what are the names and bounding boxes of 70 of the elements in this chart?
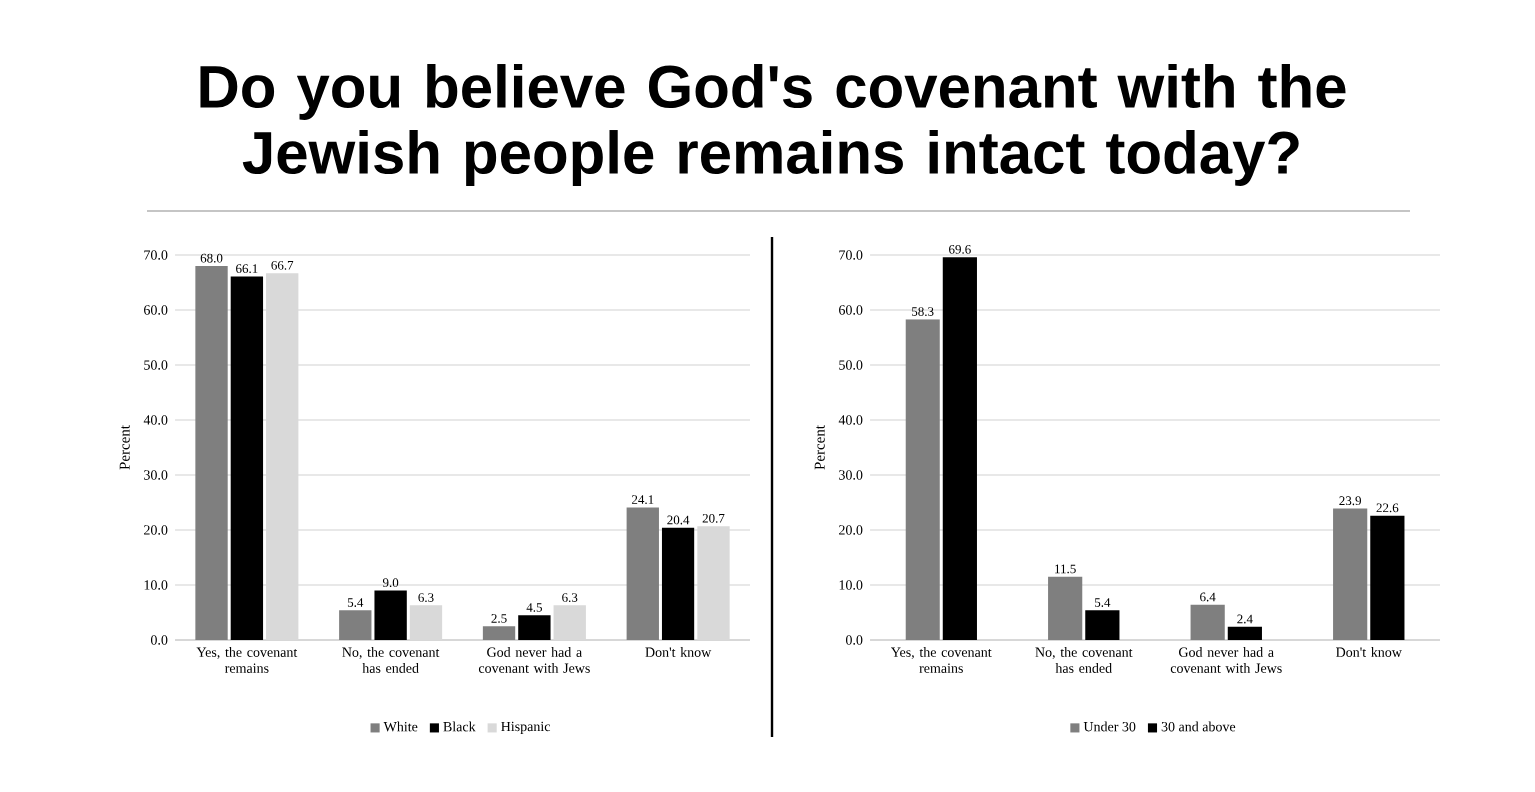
bar [626, 507, 659, 640]
bar [230, 276, 264, 640]
data-label: 24.1 [631, 495, 654, 505]
bar [661, 527, 695, 640]
y-tick-label: 20.0 [144, 525, 168, 535]
y-tick-label: 60.0 [144, 305, 168, 315]
y-tick-label: 10.0 [144, 580, 168, 590]
bar [553, 605, 586, 640]
y-tick-label: 40.0 [143, 415, 168, 425]
x-tick-label: God never had a covenant with Jews [1170, 647, 1282, 673]
y-tick-label: 30.0 [839, 470, 863, 480]
x-tick-label: No, the covenant has ended [1035, 647, 1133, 673]
data-label: 2.4 [1237, 614, 1253, 624]
x-tick-label: Don't know [645, 647, 712, 657]
y-tick-label: 20.0 [839, 525, 863, 535]
bar [1190, 604, 1225, 640]
y-tick-label: 40.0 [838, 415, 863, 425]
chart-title: Do you believe God's covenant with the Jewish people remains intact today? [200, 64, 1346, 186]
data-label: 58.3 [912, 307, 934, 316]
legend-label: Black [443, 721, 476, 732]
y-tick-label: 0.0 [150, 635, 168, 645]
bar [1370, 515, 1405, 640]
bar [374, 590, 407, 640]
data-label: 6.3 [562, 593, 578, 602]
bar [518, 615, 551, 640]
data-label: 11.5 [1055, 564, 1076, 574]
x-tick-label: Yes, the covenant remains [196, 647, 298, 673]
bar [339, 610, 372, 640]
legend-label: White [383, 721, 418, 732]
y-axis-title: Percent [814, 425, 825, 470]
bar [409, 605, 443, 640]
data-label: 23.9 [1339, 496, 1361, 506]
data-label: 22.6 [1376, 503, 1399, 513]
x-tick-label: God never had a covenant with Jews [478, 647, 590, 673]
data-label: 66.1 [236, 264, 258, 274]
data-label: 6.4 [1200, 592, 1216, 602]
bar [942, 257, 977, 640]
y-tick-label: 50.0 [839, 360, 863, 370]
x-tick-label: Yes, the covenant remains [891, 647, 992, 673]
data-label: 5.4 [1094, 598, 1111, 607]
data-label: 2.5 [491, 614, 507, 623]
bar [1085, 610, 1120, 640]
legend-label: 30 and above [1161, 721, 1236, 732]
x-tick-label: No, the covenant has ended [342, 647, 440, 673]
bar [1333, 508, 1368, 640]
bar [905, 319, 940, 640]
data-label: 66.7 [271, 260, 294, 270]
data-label: 69.6 [949, 245, 971, 254]
data-label: 20.4 [667, 515, 690, 525]
y-tick-label: 0.0 [845, 635, 863, 645]
bar [482, 626, 516, 640]
y-tick-label: 30.0 [144, 470, 168, 480]
data-label: 4.5 [526, 603, 542, 612]
data-label: 5.4 [347, 598, 364, 607]
legend-label: Under 30 [1083, 721, 1136, 732]
y-tick-label: 10.0 [839, 580, 863, 590]
x-tick-label: Don't know [1336, 647, 1402, 657]
y-tick-label: 70.0 [144, 250, 168, 260]
y-axis-title: Percent [119, 425, 130, 470]
bar [1227, 626, 1262, 640]
data-label: 9.0 [382, 578, 399, 588]
bar [195, 266, 228, 640]
y-tick-label: 50.0 [144, 360, 168, 370]
y-tick-label: 70.0 [839, 250, 863, 260]
data-label: 68.0 [200, 253, 223, 263]
legend-label: Hispanic [501, 721, 551, 735]
data-label: 6.3 [418, 593, 434, 602]
bar [1048, 576, 1083, 640]
y-tick-label: 60.0 [839, 305, 863, 315]
data-label: 20.7 [702, 513, 725, 523]
